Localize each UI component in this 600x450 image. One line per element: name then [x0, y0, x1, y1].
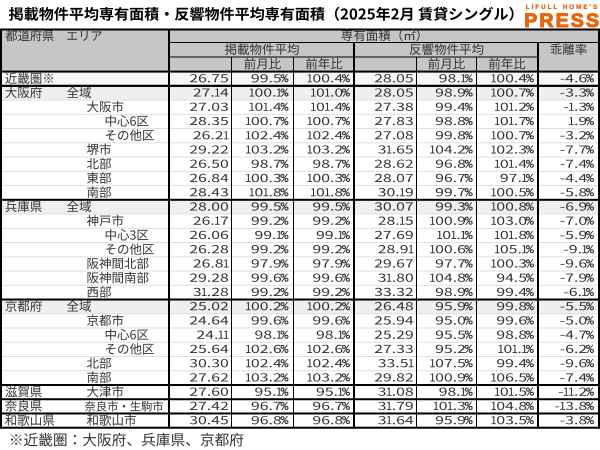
svg-text:PRESS: PRESS — [524, 10, 600, 32]
svg-text:LIFULL HOME’S: LIFULL HOME’S — [526, 4, 600, 11]
